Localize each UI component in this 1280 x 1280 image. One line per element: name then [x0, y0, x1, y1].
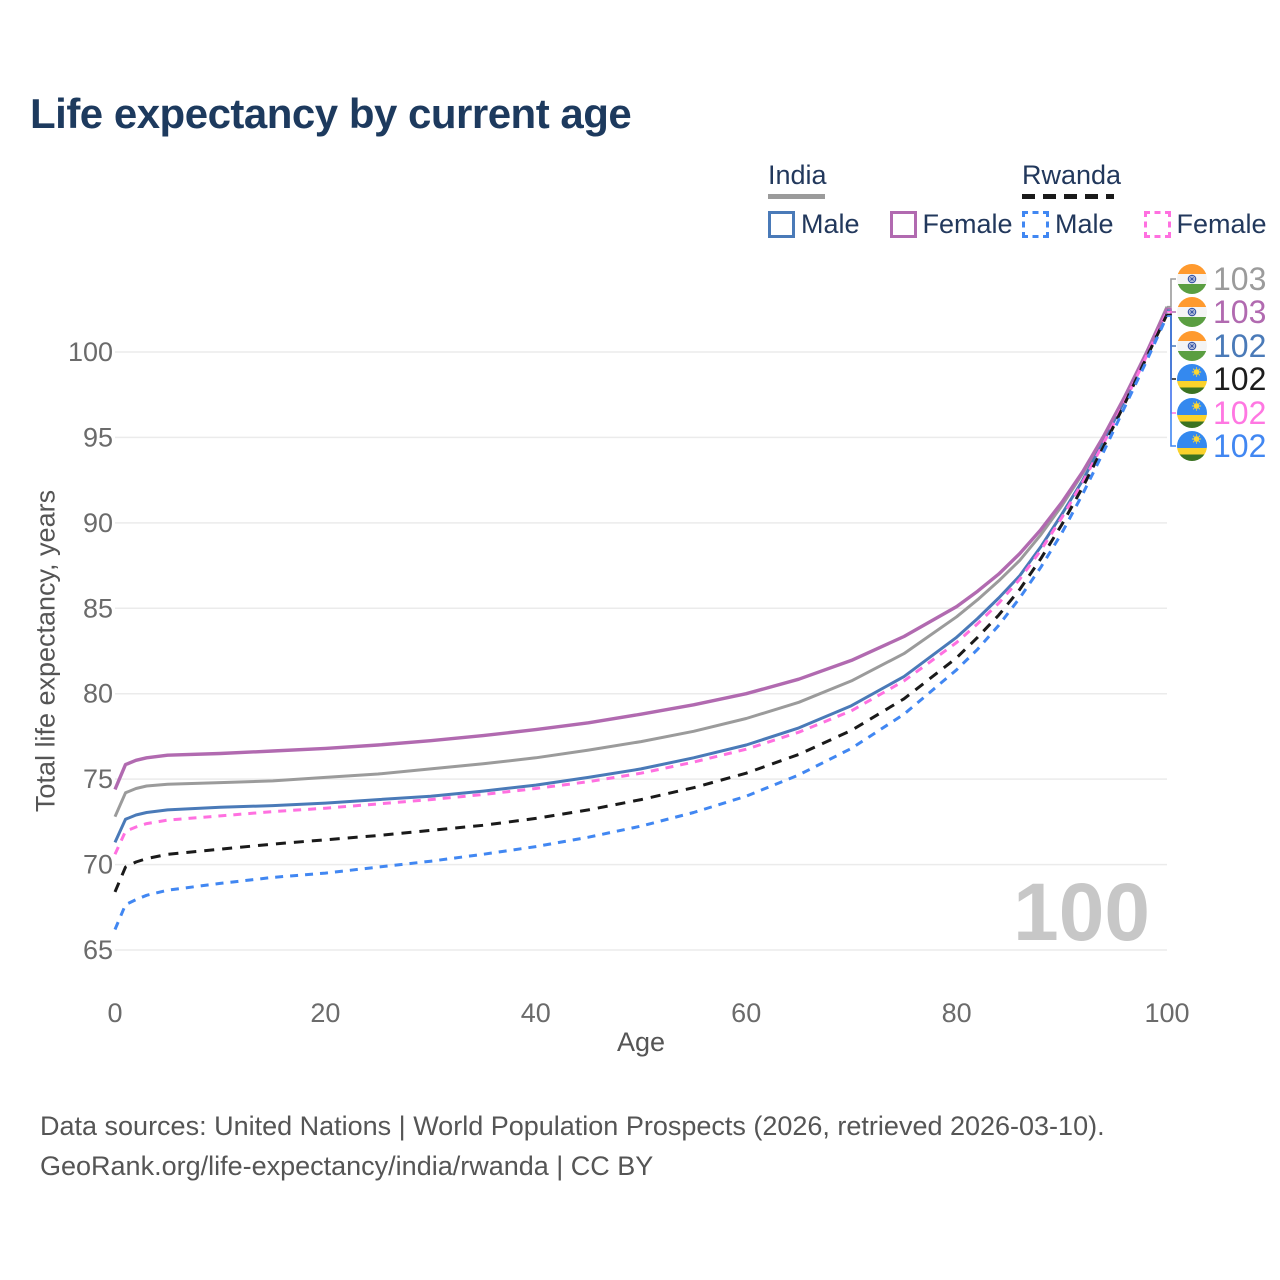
x-tick-label: 0: [107, 998, 122, 1028]
y-tick-label: 100: [68, 337, 113, 367]
end-label-row: 102: [1177, 394, 1267, 431]
attribution-footer: Data sources: United Nations | World Pop…: [40, 1106, 1105, 1186]
end-label-value: 102: [1213, 427, 1267, 464]
end-label-value: 103: [1213, 260, 1267, 297]
rwanda-flag-icon: [1177, 364, 1207, 394]
end-label-row: 103: [1177, 260, 1267, 297]
x-tick-labels-group: 0 20 40 60 80 100: [107, 998, 1189, 1028]
series-line-rwanda-male: [113, 315, 1169, 931]
data-sources-line: Data sources: United Nations | World Pop…: [40, 1111, 1105, 1141]
leader-line-india-female: [1167, 307, 1176, 313]
x-tick-label: 80: [942, 998, 972, 1028]
legend-swatch-india-male[interactable]: [768, 211, 795, 238]
y-tick-label: 95: [83, 422, 113, 452]
series-line-india-male: [113, 309, 1169, 844]
series-line-rwanda: [113, 313, 1169, 893]
legend-underline-rwanda: [1022, 194, 1114, 199]
legend-heading-india[interactable]: India: [768, 160, 827, 190]
y-tick-label: 90: [83, 508, 113, 538]
india-flag-icon: [1177, 331, 1207, 361]
y-tick-label: 85: [83, 593, 113, 623]
legend-swatch-india-female[interactable]: [889, 211, 917, 238]
legend-label-rwanda-female[interactable]: Female: [1176, 209, 1267, 239]
legend-label-india-male[interactable]: Male: [801, 209, 860, 239]
y-tick-label: 70: [83, 850, 113, 880]
y-axis-title: Total life expectancy, years: [30, 489, 61, 813]
y-tick-label: 80: [83, 679, 113, 709]
end-label-row: 102: [1177, 327, 1267, 364]
y-tick-label: 65: [83, 935, 113, 965]
chart-title: Life expectancy by current age: [30, 90, 632, 137]
legend-underline-india: [768, 194, 825, 199]
end-label-value: 102: [1213, 394, 1267, 431]
legend-heading-rwanda[interactable]: Rwanda: [1022, 160, 1122, 190]
leader-line-india: [1167, 278, 1176, 308]
x-tick-label: 40: [521, 998, 551, 1028]
legend-group-india: India Male Female: [768, 160, 1013, 240]
leader-line-rwanda-male: [1167, 315, 1176, 447]
y-tick-label: 75: [83, 764, 113, 794]
legend-label-rwanda-male[interactable]: Male: [1055, 209, 1114, 239]
x-tick-label: 20: [310, 998, 340, 1028]
rwanda-flag-icon: [1177, 398, 1207, 428]
source-url-line: GeoRank.org/life-expectancy/india/rwanda…: [40, 1151, 654, 1181]
series-group: [113, 306, 1169, 931]
india-flag-icon: [1177, 297, 1207, 327]
legend-swatch-rwanda-female[interactable]: [1143, 211, 1171, 238]
legend-label-india-female[interactable]: Female: [922, 209, 1013, 239]
leader-lines-group: [1167, 278, 1176, 447]
end-label-row: 103: [1177, 293, 1267, 330]
end-label-row: 102: [1177, 427, 1267, 464]
legend-group-rwanda: Rwanda Male Female: [1022, 160, 1267, 240]
age-counter-watermark: 100: [1013, 867, 1150, 958]
x-axis-title: Age: [616, 1027, 666, 1057]
legend-swatch-rwanda-male[interactable]: [1022, 211, 1049, 238]
x-tick-label: 100: [1144, 998, 1189, 1028]
series-line-india-female: [113, 307, 1169, 791]
end-label-value: 102: [1213, 327, 1267, 364]
series-line-india: [113, 306, 1169, 818]
end-label-row: 102: [1177, 360, 1267, 397]
gridlines-group: [115, 351, 1167, 951]
india-flag-icon: [1177, 264, 1207, 294]
end-label-value: 103: [1213, 293, 1267, 330]
end-label-value: 102: [1213, 360, 1267, 397]
rwanda-flag-icon: [1177, 431, 1207, 461]
y-tick-labels-group: 65 70 75 80 85 90 95 100: [68, 337, 113, 965]
x-tick-label: 60: [731, 998, 761, 1028]
series-line-rwanda-female: [113, 311, 1169, 855]
